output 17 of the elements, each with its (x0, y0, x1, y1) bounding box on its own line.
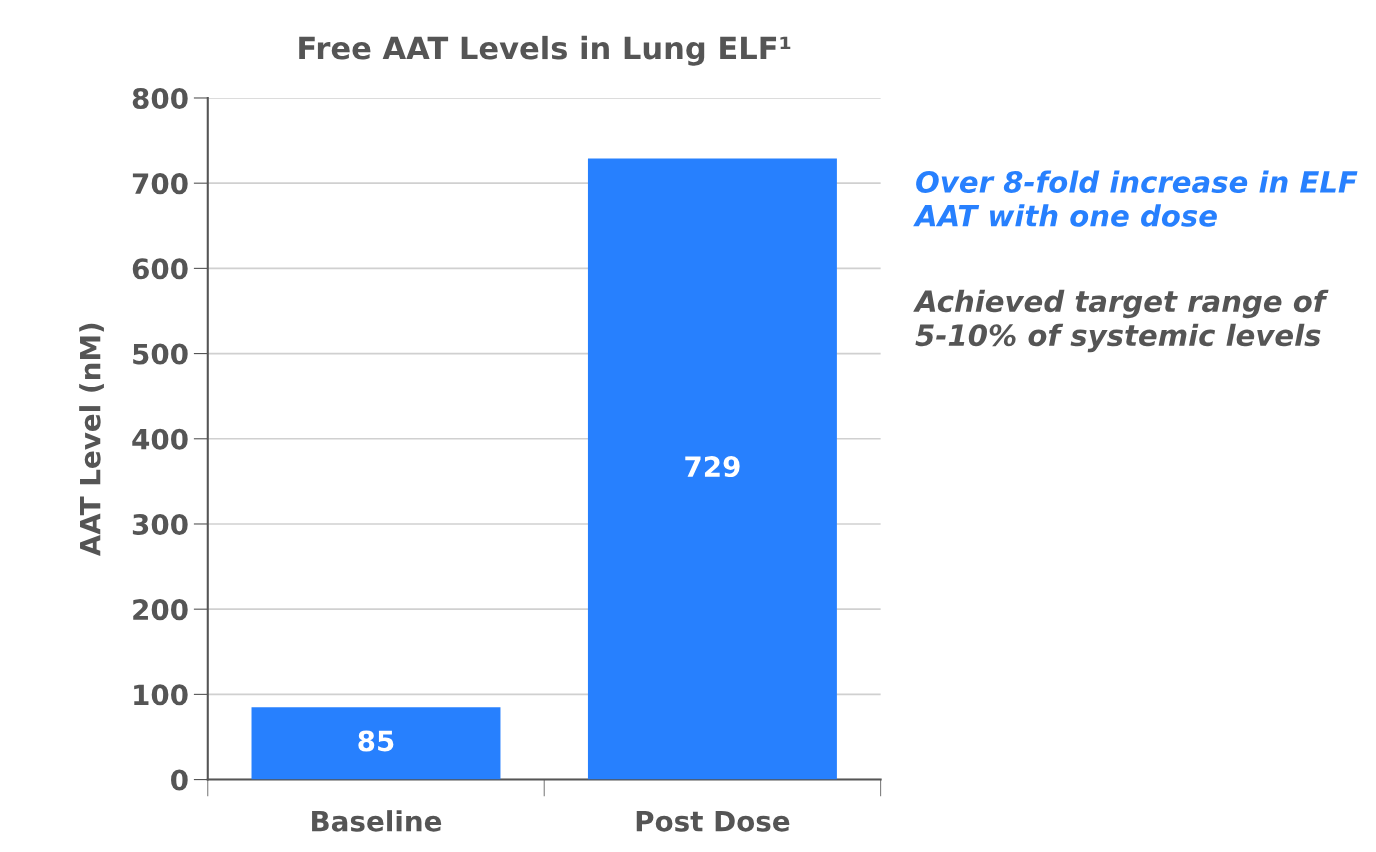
y-tick-label: 300 (132, 513, 188, 535)
x-tick-label: Post Dose (636, 810, 790, 832)
y-tick-label: 600 (132, 258, 188, 280)
chart-title: Free AAT Levels in Lung ELF¹ (299, 35, 791, 66)
x-tick-label: Baseline (312, 810, 442, 832)
y-axis-title: AAT Level (nM) (79, 323, 104, 557)
y-tick-label: 200 (133, 599, 188, 621)
y-tick-label: 400 (132, 428, 188, 450)
data-label: 729 (685, 456, 740, 478)
text: Over 8-fold increase in ELF AAT with one dose (913, 170, 1358, 227)
y-tick-label: 100 (134, 684, 188, 706)
data-label: 85 (358, 730, 394, 752)
text: Achieved target range of 5-10% of systemic levels (913, 289, 1329, 353)
y-tick-label: 0 (171, 769, 188, 791)
y-tick-label: 700 (132, 173, 188, 195)
y-tick-label: 500 (133, 343, 188, 365)
y-tick-label: 800 (132, 87, 188, 109)
